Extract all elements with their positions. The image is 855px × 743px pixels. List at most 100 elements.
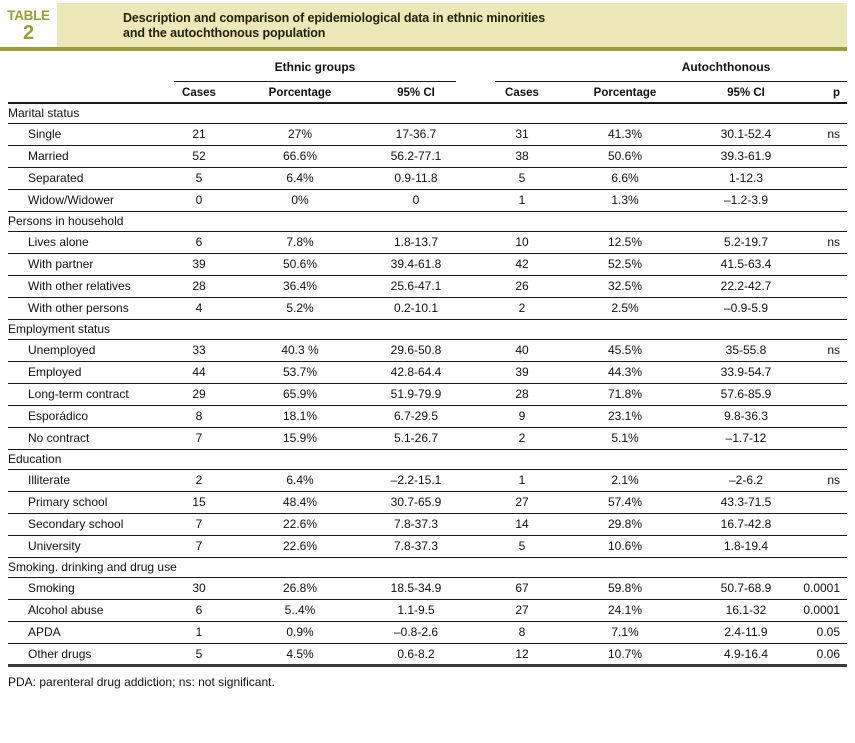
- column-header-p: p: [791, 81, 848, 104]
- column-gap: [456, 145, 495, 168]
- group-header-ethnic: Ethnic groups: [174, 51, 456, 82]
- row-label: Married: [8, 145, 174, 168]
- cell-auto-cases: 31: [495, 123, 549, 146]
- cell-auto-porcentage: 10.6%: [549, 535, 701, 558]
- table-row: Employed 44 53.7% 42.8-64.4 39 44.3% 33.9-54.7: [8, 361, 848, 384]
- cell-ethnic-cases: 33: [174, 339, 224, 362]
- cell-auto-porcentage: 24.1%: [549, 599, 701, 622]
- cell-auto-ci: 33.9-54.7: [701, 361, 791, 384]
- cell-p-value: [791, 275, 848, 298]
- group-header-row: Ethnic groups Autochthonous: [8, 51, 848, 82]
- cell-ethnic-cases: 8: [174, 405, 224, 428]
- cell-ethnic-ci: 1.8-13.7: [376, 231, 456, 254]
- cell-auto-ci: 4.9-16.4: [701, 643, 791, 667]
- column-header-row: Cases Porcentage 95% CI Cases Porcentage…: [8, 81, 848, 104]
- cell-p-value: 0.0001: [791, 577, 848, 600]
- column-gap: [456, 469, 495, 492]
- column-gap: [456, 297, 495, 320]
- cell-ethnic-cases: 44: [174, 361, 224, 384]
- row-label: University: [8, 535, 174, 558]
- cell-ethnic-porcentage: 6.4%: [224, 469, 376, 492]
- section-row: Persons in household: [8, 211, 848, 232]
- cell-ethnic-cases: 15: [174, 491, 224, 514]
- section-row: Marital status: [8, 103, 848, 124]
- table-number: 2: [22, 22, 35, 44]
- cell-auto-cases: 8: [495, 621, 549, 644]
- title-line-2: and the autochthonous population: [123, 26, 326, 40]
- cell-ethnic-cases: 29: [174, 383, 224, 406]
- cell-p-value: ns: [791, 123, 848, 146]
- row-label: Separated: [8, 167, 174, 190]
- table-row: APDA 1 0.9% –0.8-2.6 8 7.1% 2.4-11.9 0.05: [8, 621, 848, 644]
- row-label: APDA: [8, 621, 174, 644]
- cell-auto-ci: –1.2-3.9: [701, 189, 791, 212]
- table-row: Single 21 27% 17-36.7 31 41.3% 30.1-52.4 ns: [8, 123, 848, 146]
- column-gap: [456, 491, 495, 514]
- cell-ethnic-cases: 7: [174, 513, 224, 536]
- cell-ethnic-ci: –2.2-15.1: [376, 469, 456, 492]
- cell-p-value: 0.05: [791, 621, 848, 644]
- cell-auto-porcentage: 23.1%: [549, 405, 701, 428]
- cell-auto-porcentage: 2.1%: [549, 469, 701, 492]
- cell-auto-porcentage: 45.5%: [549, 339, 701, 362]
- cell-auto-ci: –1.7-12: [701, 427, 791, 450]
- cell-ethnic-ci: 0: [376, 189, 456, 212]
- row-label: Primary school: [8, 491, 174, 514]
- cell-ethnic-porcentage: 22.6%: [224, 535, 376, 558]
- cell-auto-cases: 1: [495, 189, 549, 212]
- cell-auto-cases: 5: [495, 535, 549, 558]
- row-label: Single: [8, 123, 174, 146]
- cell-p-value: [791, 167, 848, 190]
- cell-ethnic-ci: 25.6-47.1: [376, 275, 456, 298]
- table-row: Married 52 66.6% 56.2-77.1 38 50.6% 39.3-61.9: [8, 145, 848, 168]
- row-label: Employed: [8, 361, 174, 384]
- cell-auto-porcentage: 52.5%: [549, 253, 701, 276]
- section-header: Education: [8, 449, 848, 470]
- cell-auto-porcentage: 29.8%: [549, 513, 701, 536]
- column-gap: [456, 427, 495, 450]
- cell-p-value: [791, 189, 848, 212]
- cell-ethnic-ci: 30.7-65.9: [376, 491, 456, 514]
- cell-ethnic-porcentage: 66.6%: [224, 145, 376, 168]
- cell-auto-porcentage: 7.1%: [549, 621, 701, 644]
- table-row: Separated 5 6.4% 0.9-11.8 5 6.6% 1-12.3: [8, 167, 848, 190]
- column-gap: [456, 621, 495, 644]
- column-gap: [456, 535, 495, 558]
- cell-ethnic-ci: 6.7-29.5: [376, 405, 456, 428]
- row-label: Lives alone: [8, 231, 174, 254]
- table-title: Description and comparison of epidemiolo…: [57, 3, 847, 47]
- cell-ethnic-cases: 39: [174, 253, 224, 276]
- column-gap: [456, 123, 495, 146]
- cell-p-value: [791, 491, 848, 514]
- section-header: Smoking. drinking and drug use: [8, 557, 848, 578]
- cell-auto-porcentage: 44.3%: [549, 361, 701, 384]
- cell-ethnic-cases: 7: [174, 427, 224, 450]
- cell-ethnic-porcentage: 48.4%: [224, 491, 376, 514]
- table-row: Alcohol abuse 6 5..4% 1.1-9.5 27 24.1% 16.1-32…: [8, 599, 848, 622]
- row-label: No contract: [8, 427, 174, 450]
- column-gap: [456, 643, 495, 667]
- column-gap: [456, 231, 495, 254]
- cell-auto-ci: 5.2-19.7: [701, 231, 791, 254]
- column-header-ethnic-cases: Cases: [174, 81, 224, 104]
- cell-auto-cases: 38: [495, 145, 549, 168]
- section-row: Employment status: [8, 319, 848, 340]
- cell-auto-ci: 1.8-19.4: [701, 535, 791, 558]
- cell-auto-cases: 10: [495, 231, 549, 254]
- cell-auto-ci: 22.2-42.7: [701, 275, 791, 298]
- column-gap: [456, 189, 495, 212]
- column-header-auto-ci: 95% CI: [701, 81, 791, 104]
- row-label: Long-term contract: [8, 383, 174, 406]
- cell-ethnic-ci: 0.6-8.2: [376, 643, 456, 667]
- table-row: With other relatives 28 36.4% 25.6-47.1 26 32…: [8, 275, 848, 298]
- table-row: With partner 39 50.6% 39.4-61.8 42 52.5% 41.5-…: [8, 253, 848, 276]
- cell-ethnic-porcentage: 4.5%: [224, 643, 376, 667]
- cell-auto-porcentage: 10.7%: [549, 643, 701, 667]
- cell-auto-cases: 12: [495, 643, 549, 667]
- row-label: With other persons: [8, 297, 174, 320]
- cell-ethnic-cases: 5: [174, 643, 224, 667]
- column-gap: [456, 361, 495, 384]
- cell-ethnic-ci: 29.6-50.8: [376, 339, 456, 362]
- cell-auto-porcentage: 12.5%: [549, 231, 701, 254]
